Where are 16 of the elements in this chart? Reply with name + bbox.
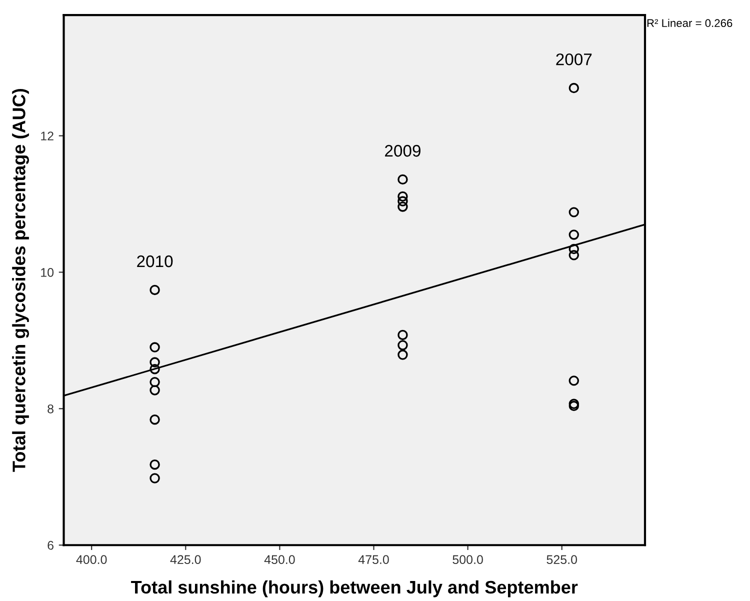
y-tick-label: 12 xyxy=(41,132,54,140)
annotation: 2007 xyxy=(556,53,592,66)
annotation: 2009 xyxy=(385,144,420,157)
x-tick-label: 525.0 xyxy=(546,555,578,564)
x-tick-label: 425.0 xyxy=(170,555,201,564)
annotation: 2010 xyxy=(137,255,173,268)
text: R² Linear = 0.266 xyxy=(647,18,732,28)
x-tick-label: 450.0 xyxy=(264,555,295,564)
x-tick-label: 500.0 xyxy=(452,555,483,564)
x-tick-label: 400.0 xyxy=(76,555,107,564)
y-tick-label: 10 xyxy=(41,268,54,277)
y-tick-label: 6 xyxy=(48,540,54,550)
y-tick-label: 8 xyxy=(48,404,54,414)
y-axis-title: Total quercetin glycosides percentage (AUC) xyxy=(12,88,30,472)
x-tick-label: 475.0 xyxy=(358,555,389,564)
x-axis-title: Total sunshine (hours) between July and September xyxy=(131,580,578,598)
